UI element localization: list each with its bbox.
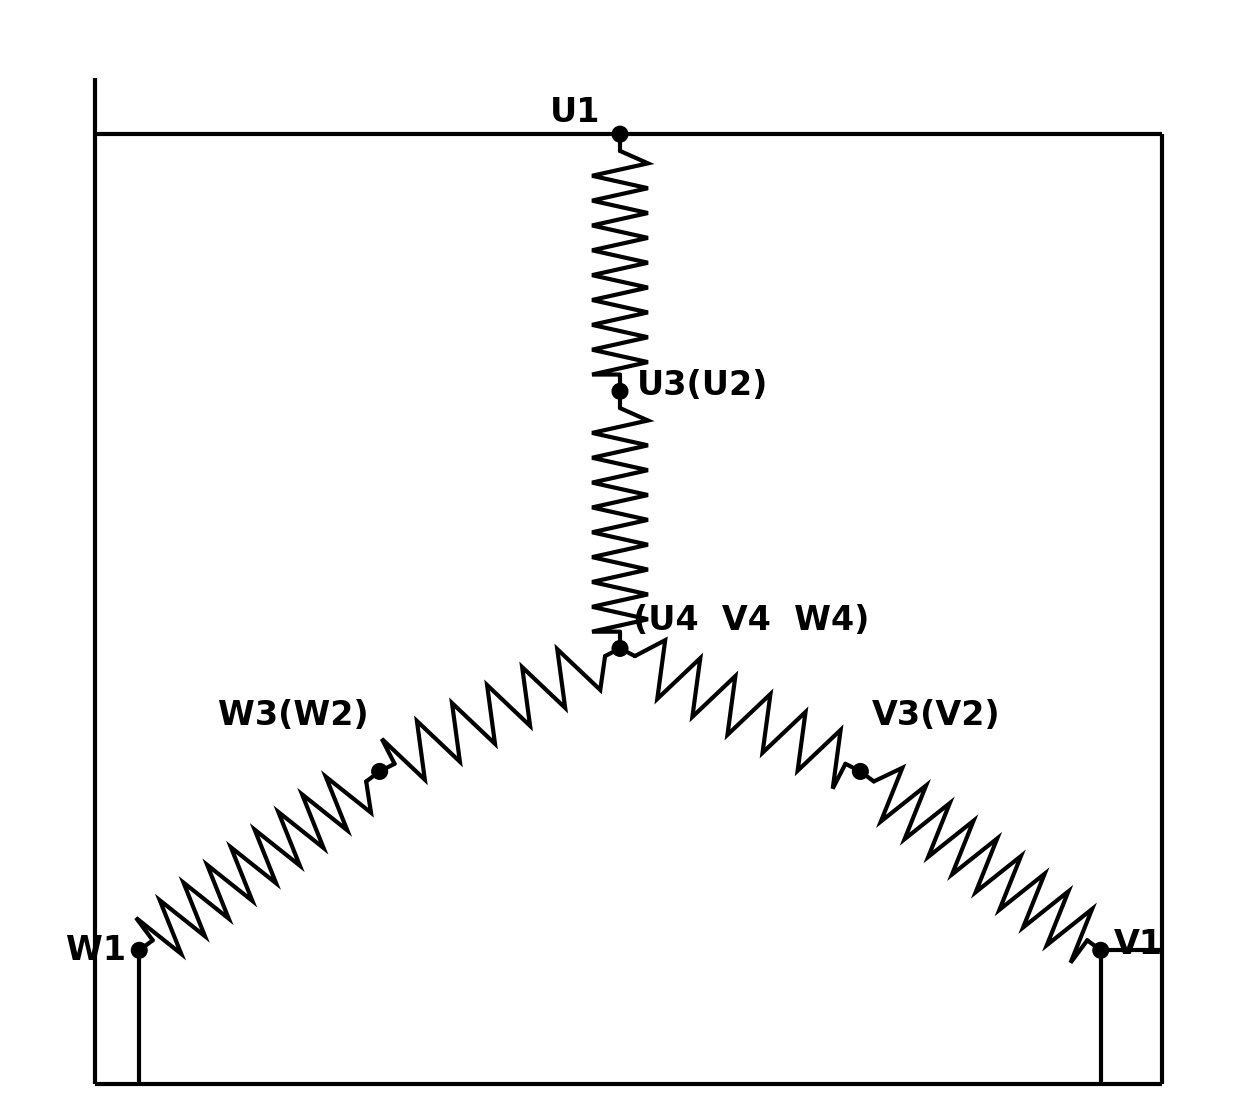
Text: (U4  V4  W4): (U4 V4 W4) — [634, 604, 869, 637]
Circle shape — [1092, 942, 1109, 958]
Text: U1: U1 — [549, 95, 600, 129]
Text: V3(V2): V3(V2) — [872, 699, 1001, 732]
Text: W1: W1 — [66, 934, 125, 967]
Circle shape — [613, 383, 627, 399]
Text: U3(U2): U3(U2) — [637, 369, 768, 402]
Circle shape — [853, 764, 868, 779]
Circle shape — [131, 942, 148, 958]
Circle shape — [613, 641, 627, 656]
Circle shape — [372, 764, 387, 779]
Text: W3(W2): W3(W2) — [218, 699, 368, 732]
Text: V1: V1 — [1115, 928, 1163, 961]
Circle shape — [613, 126, 627, 142]
